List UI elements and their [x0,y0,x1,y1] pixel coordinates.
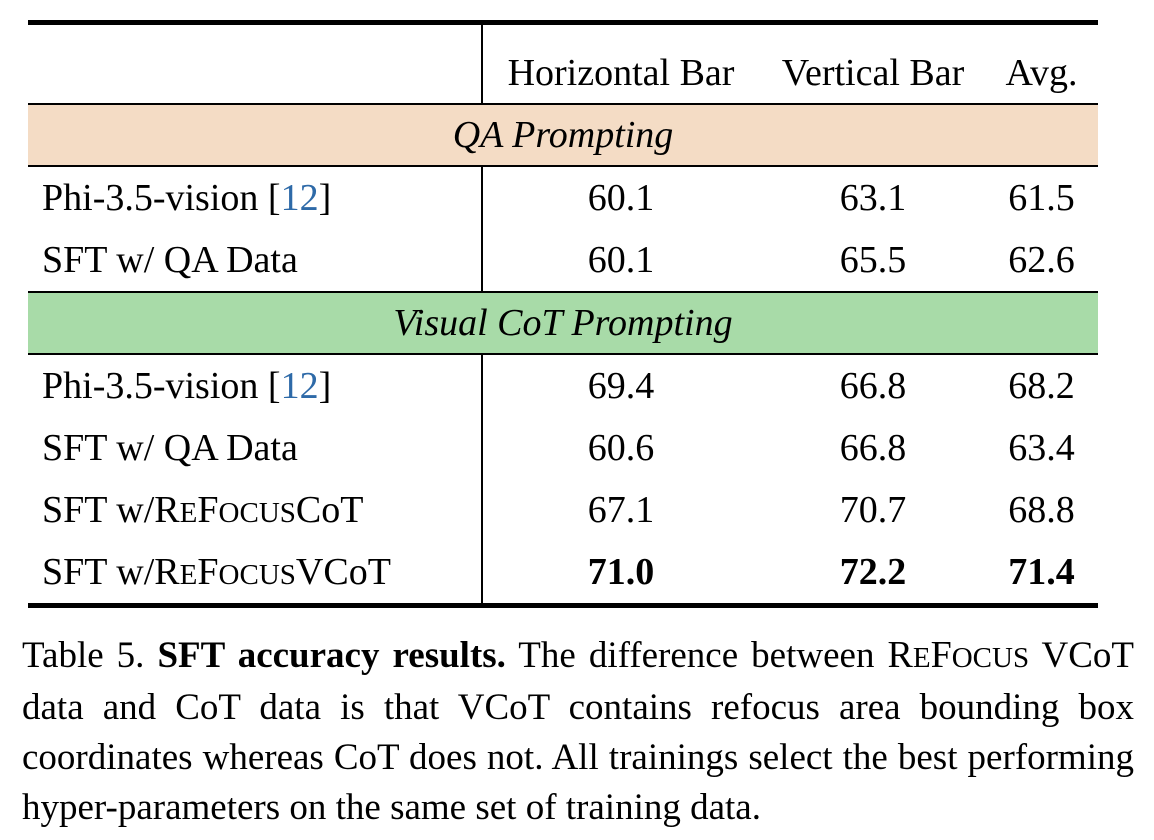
value-vertical-bar: 65.5 [839,239,907,281]
header-row: Horizontal Bar Vertical Bar Avg. [28,25,1098,103]
value-vertical-bar: 66.8 [839,427,907,469]
row-label: SFT w/ REFOCUS VCoT [28,541,483,603]
header-horizontal-bar: Horizontal Bar [507,52,735,94]
value-avg: 62.6 [1008,239,1075,281]
caption-text: VCoT data and CoT data is that VCoT cont… [22,635,1134,828]
refocus-name: REFOCUS [154,551,296,593]
value-vertical-bar: 66.8 [839,365,907,407]
row-label: SFT w/ QA Data [28,229,483,291]
section-title-vcot: Visual CoT Prompting [28,293,1098,353]
label-text: CoT [295,489,364,531]
citation-link[interactable]: 12 [280,177,319,219]
header-empty-cell [28,25,483,103]
label-text: VCoT [295,551,391,593]
refocus-name: REFOCUS [887,634,1030,676]
label-text: ] [318,177,332,219]
table-row: SFT w/ REFOCUS CoT 67.1 70.7 68.8 [28,479,1098,541]
table-caption: Table 5. SFT accuracy results. The diffe… [22,630,1134,833]
row-label: Phi-3.5-vision [12] [28,355,483,417]
label-text: SFT w/ [42,551,155,593]
top-rule [28,20,1098,25]
bottom-rule [28,603,1098,608]
label-text: Phi-3.5-vision [ [42,177,281,219]
value-vertical-bar-best: 72.2 [839,551,907,593]
label-text: SFT w/ [42,489,155,531]
section-rule [28,165,1098,167]
header-avg: Avg. [1005,52,1078,94]
header-vertical-bar: Vertical Bar [781,52,965,94]
value-avg: 61.5 [1008,177,1075,219]
results-table: Horizontal Bar Vertical Bar Avg. QA Prom… [28,20,1098,608]
value-avg: 68.8 [1008,489,1075,531]
table-row: SFT w/ REFOCUS VCoT 71.0 72.2 71.4 [28,541,1098,603]
value-avg: 68.2 [1008,365,1075,407]
header-rule [28,103,1098,105]
section-rule [28,291,1098,293]
table-row: Phi-3.5-vision [12] 69.4 66.8 68.2 [28,355,1098,417]
caption-bold-title: SFT accuracy results. [157,635,506,676]
caption-prefix: Table 5. [22,635,158,676]
row-label: SFT w/ REFOCUS CoT [28,479,483,541]
section-title-qa: QA Prompting [28,105,1098,165]
value-vertical-bar: 70.7 [839,489,907,531]
value-avg: 63.4 [1008,427,1075,469]
value-horizontal-bar-best: 71.0 [587,551,655,593]
refocus-name: REFOCUS [154,489,296,531]
table-row: Phi-3.5-vision [12] 60.1 63.1 61.5 [28,167,1098,229]
row-label: SFT w/ QA Data [28,417,483,479]
table-row: SFT w/ QA Data 60.1 65.5 62.6 [28,229,1098,291]
label-text: Phi-3.5-vision [ [42,365,281,407]
caption-text: The difference between [505,635,888,676]
citation-link[interactable]: 12 [280,365,319,407]
value-horizontal-bar: 69.4 [587,365,655,407]
row-label: Phi-3.5-vision [12] [28,167,483,229]
value-horizontal-bar: 60.1 [587,239,655,281]
value-horizontal-bar: 60.1 [587,177,655,219]
table-row: SFT w/ QA Data 60.6 66.8 63.4 [28,417,1098,479]
label-text: ] [318,365,332,407]
value-avg-best: 71.4 [1008,551,1075,593]
section-rule [28,353,1098,355]
value-horizontal-bar: 60.6 [587,427,655,469]
value-vertical-bar: 63.1 [839,177,907,219]
value-horizontal-bar: 67.1 [587,489,655,531]
